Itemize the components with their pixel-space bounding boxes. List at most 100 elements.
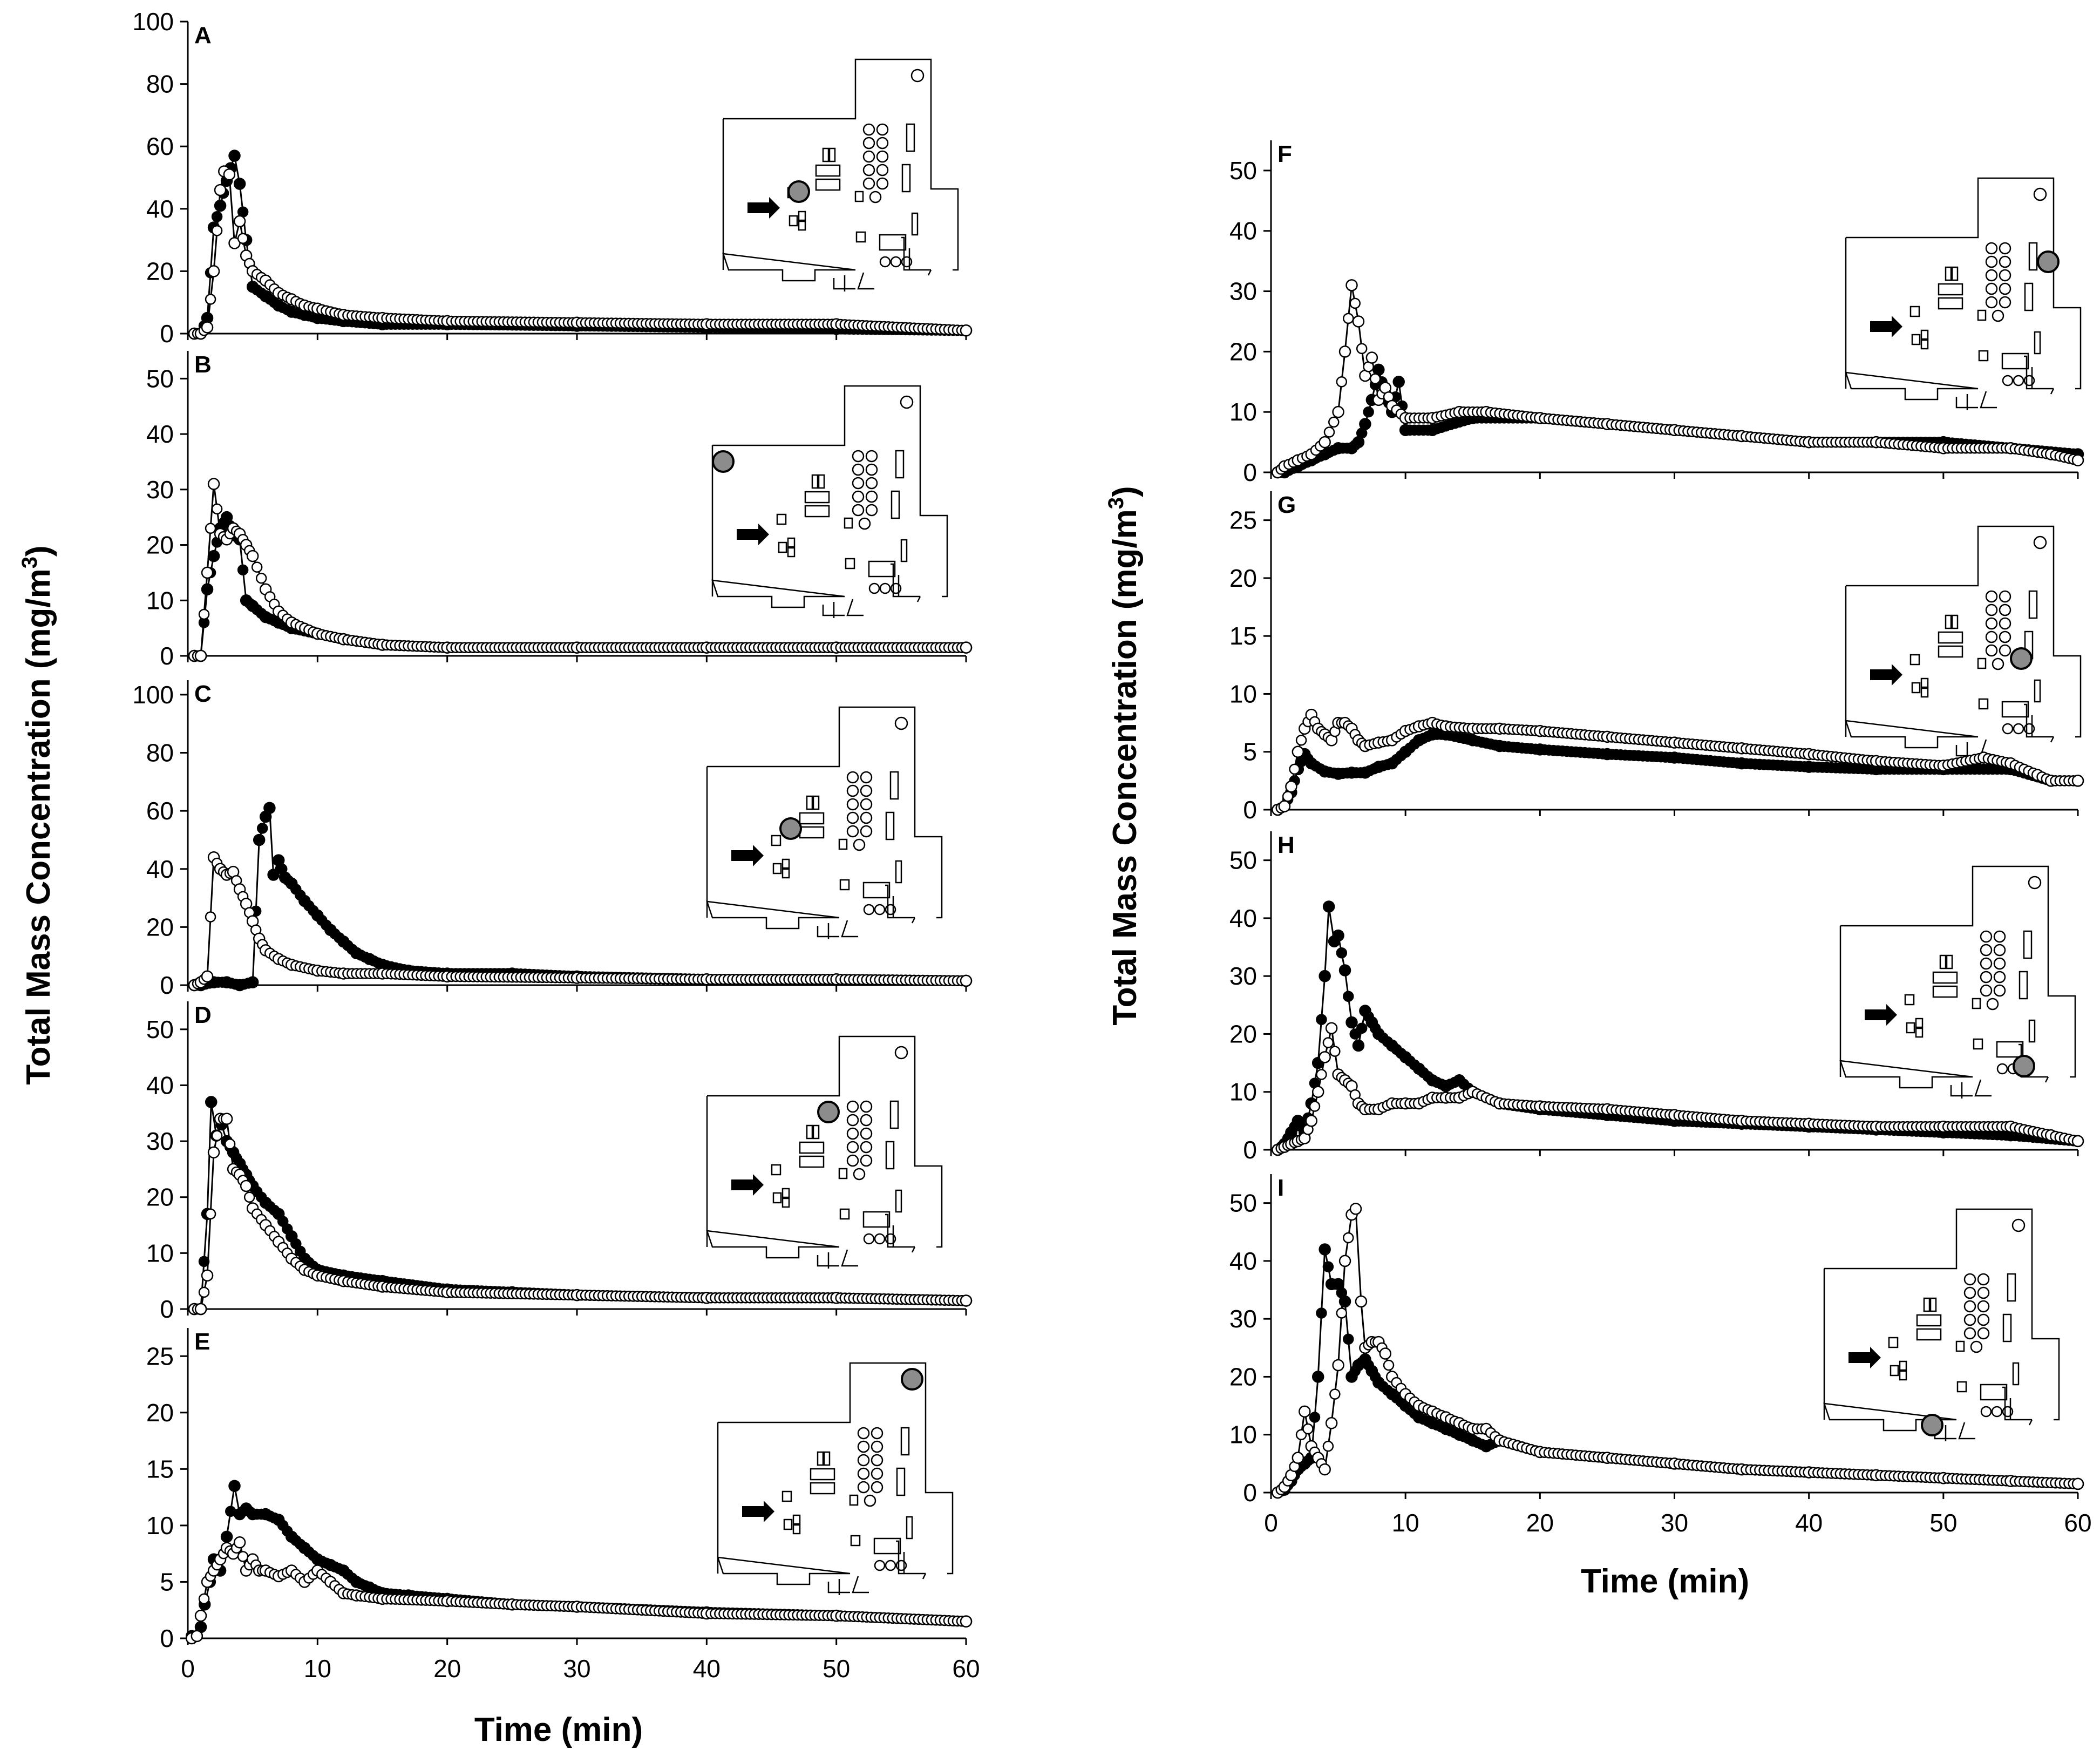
y-tick-label: 30 (1229, 1305, 1257, 1333)
data-point-filled (267, 869, 280, 881)
y-tick-label: 20 (1229, 1362, 1257, 1391)
data-point-filled (1322, 900, 1335, 913)
panel-letter: I (1277, 1175, 1284, 1201)
panel-d: 0 10 20 30 40 50 D (146, 1001, 973, 1323)
y-tick-label: 60 (146, 132, 174, 160)
data-point-open (1325, 1417, 1338, 1429)
data-point-filled (1319, 1243, 1331, 1256)
data-point-open (198, 1593, 210, 1605)
data-point-filled (253, 833, 266, 846)
y-tick-label: 80 (146, 70, 174, 98)
y-tick-label: 30 (1229, 962, 1257, 990)
data-point-filled (211, 211, 223, 222)
sampling-location-marker (2010, 647, 2033, 670)
panel-a: 0 20 40 60 80 100 A (132, 8, 973, 348)
data-point-open (1292, 745, 1304, 758)
panel-letter: G (1277, 492, 1296, 518)
panel-g: 0 5 10 15 20 25 G (1229, 491, 2084, 824)
data-point-filled (256, 823, 268, 834)
data-point-open (960, 974, 973, 987)
data-point-filled (1316, 1307, 1327, 1319)
x-tick-label: 30 (563, 1655, 590, 1683)
y-tick-label: 100 (132, 8, 174, 36)
data-point-open (1338, 1255, 1351, 1267)
data-point-open (1305, 1115, 1317, 1127)
data-point-open (198, 608, 210, 620)
y-axis-title: Total Mass Concentration (mg/m3) (18, 545, 57, 1084)
y-tick-label: 60 (146, 797, 174, 825)
data-point-open (198, 1286, 210, 1298)
y-tick-label: 15 (1229, 622, 1257, 650)
y-tick-label: 0 (1243, 458, 1257, 486)
y-tick-label: 20 (146, 257, 174, 285)
data-point-open (1329, 1388, 1341, 1400)
y-tick-label: 30 (146, 476, 174, 504)
sampling-location-marker (2013, 1055, 2035, 1077)
x-tick-label: 60 (952, 1655, 980, 1683)
data-point-filled (198, 1256, 210, 1267)
y-tick-label: 40 (146, 1071, 174, 1099)
data-point-open (1349, 1203, 1362, 1215)
data-point-open (1343, 313, 1354, 324)
panel-letter: E (194, 1328, 210, 1355)
x-tick-label: 0 (1264, 1509, 1278, 1537)
data-point-filled (1309, 1412, 1321, 1423)
y-tick-label: 30 (1229, 277, 1257, 306)
sampling-location-marker (2037, 250, 2060, 273)
data-point-open (1299, 1405, 1311, 1418)
data-point-filled (1332, 929, 1344, 942)
data-point-open (960, 1294, 973, 1307)
panel-letter: D (194, 1002, 212, 1028)
data-point-open (1383, 1359, 1395, 1371)
data-point-open (960, 1615, 973, 1628)
y-tick-label: 0 (1243, 1136, 1257, 1164)
data-point-open (1319, 436, 1331, 449)
data-point-open (240, 1179, 253, 1192)
y-axis-title: Total Mass Concentration (mg/m3) (1104, 486, 1144, 1025)
data-point-open (2071, 1477, 2084, 1490)
data-point-open (2071, 1135, 2084, 1148)
y-tick-label: 5 (160, 1568, 174, 1596)
panel-i: 0 10 20 30 40 50 0 10 20 30 40 50 60 I (1229, 1174, 2092, 1537)
x-tick-label: 0 (181, 1655, 195, 1683)
data-point-open (223, 168, 236, 181)
data-point-open (205, 1208, 216, 1220)
data-point-open (1319, 1051, 1331, 1063)
panel-c: 0 20 40 60 80 100 C (132, 680, 973, 999)
y-tick-label: 40 (1229, 904, 1257, 932)
data-point-open (1292, 1452, 1304, 1464)
data-point-open (246, 550, 259, 562)
data-point-open (255, 572, 267, 584)
floor-plan-inset (1823, 1208, 2060, 1442)
y-tick-label: 0 (160, 642, 174, 670)
data-point-open (1365, 351, 1378, 364)
y-tick-label: 50 (146, 1015, 174, 1043)
y-tick-label: 20 (1229, 1020, 1257, 1048)
data-point-filled (1311, 1371, 1324, 1383)
y-tick-label: 50 (1229, 846, 1257, 874)
data-point-open (1285, 780, 1297, 793)
data-point-open (224, 1138, 236, 1150)
floor-plan-inset (1845, 525, 2082, 760)
data-point-open (214, 184, 227, 196)
y-tick-label: 0 (160, 1624, 174, 1652)
data-point-open (220, 1113, 233, 1125)
sampling-location-marker (817, 1101, 840, 1123)
x-tick-label: 40 (693, 1655, 721, 1683)
y-tick-label: 100 (132, 681, 174, 709)
panel-e: 0 5 10 15 20 25 0 10 20 30 40 50 60 E (146, 1328, 980, 1683)
data-point-open (211, 503, 223, 515)
panel-b: 0 10 20 30 40 50 B (146, 351, 973, 670)
data-point-filled (1352, 1039, 1365, 1052)
data-point-filled (237, 564, 249, 576)
data-point-filled (220, 1530, 233, 1543)
floor-plan-inset (711, 385, 948, 619)
data-point-open (1319, 1463, 1331, 1476)
series-line-filled (194, 808, 967, 986)
y-tick-label: 0 (160, 1295, 174, 1323)
data-point-filled (214, 199, 227, 212)
y-tick-label: 20 (146, 1183, 174, 1211)
data-point-filled (1338, 1295, 1351, 1308)
data-point-open (1302, 1423, 1314, 1435)
data-point-open (207, 1146, 220, 1159)
